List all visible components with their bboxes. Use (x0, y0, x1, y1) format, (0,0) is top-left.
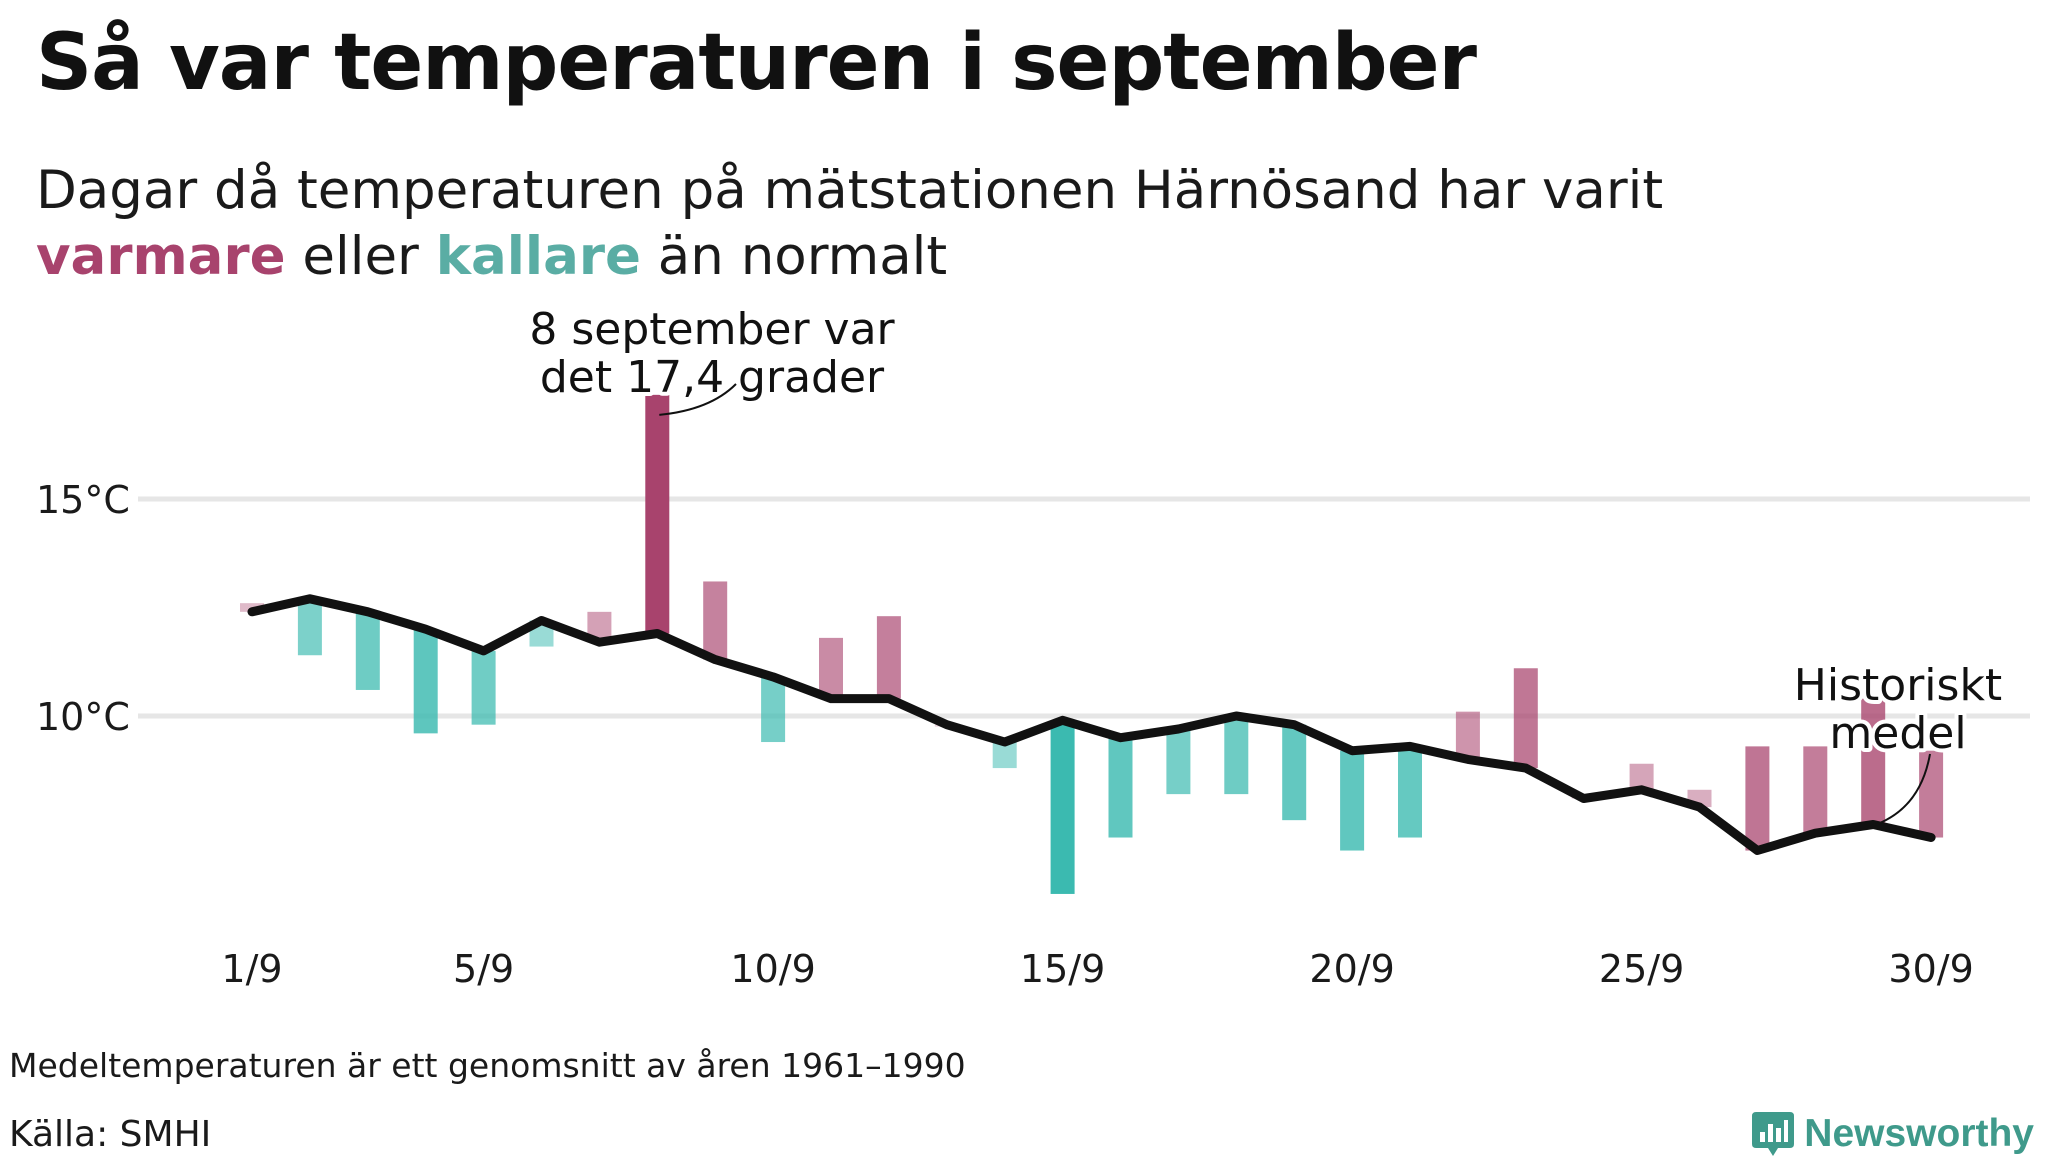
brand-name: Newsworthy (1804, 1112, 2034, 1155)
bar-day-17 (1166, 729, 1191, 795)
bar-day-4 (413, 629, 438, 734)
bar-day-22 (1455, 711, 1480, 760)
source-text: Källa: SMHI (9, 1114, 212, 1155)
y-tick-label: 10°C (36, 695, 130, 739)
x-tick-label: 5/9 (453, 947, 514, 991)
bar-day-18 (1224, 716, 1249, 795)
x-tick-label: 1/9 (221, 947, 282, 991)
bar-day-12 (876, 616, 901, 699)
bar-day-16 (1108, 737, 1133, 838)
x-tick-label: 30/9 (1888, 947, 1973, 991)
temperature-bars (240, 394, 1944, 894)
bar-day-8 (645, 394, 670, 634)
bar-day-11 (819, 637, 843, 699)
subtitle-end-word: än normalt (657, 226, 948, 287)
x-tick-label: 25/9 (1599, 947, 1684, 991)
subtitle-line-1: Dagar då temperaturen på mätstationen Hä… (36, 160, 1664, 221)
bar-day-2 (297, 598, 322, 656)
annotation-average-connector (1871, 753, 1931, 827)
average-line (247, 594, 1936, 855)
x-tick-label: 10/9 (730, 947, 815, 991)
bar-day-30 (1919, 750, 1944, 838)
bar-day-21 (1398, 746, 1422, 838)
annotation-peak-line-1: 8 september var (529, 304, 895, 355)
annotation-peak-line-2: det 17,4 grader (540, 352, 885, 403)
x-tick-label: 15/9 (1020, 947, 1105, 991)
bar-day-19 (1282, 724, 1307, 821)
subtitle-mid-word: eller (302, 226, 419, 287)
bar-day-15 (1050, 720, 1075, 894)
x-tick-label: 20/9 (1309, 947, 1394, 991)
legend-cold-label: kallare (435, 226, 641, 287)
annotation-average-line-2: medel (1829, 708, 1966, 759)
y-tick-label: 15°C (36, 478, 130, 522)
bar-day-10 (761, 676, 786, 743)
bar-day-23 (1513, 668, 1538, 769)
bar-day-29 (1861, 698, 1886, 825)
brand-logo: Newsworthy (1750, 1108, 2034, 1160)
bar-day-9 (703, 581, 728, 660)
newsworthy-logo-icon (1752, 1112, 1795, 1156)
footnote: Medeltemperaturen är ett genomsnitt av å… (9, 1046, 966, 1085)
annotation-peak-connector (659, 383, 737, 416)
bar-day-5 (471, 650, 496, 725)
bar-day-20 (1340, 750, 1365, 851)
average-line-group (247, 594, 1936, 855)
legend-warm-label: varmare (36, 226, 286, 287)
bar-day-28 (1803, 746, 1828, 834)
chart-subtitle: Dagar då temperaturen på mätstationen Hä… (36, 158, 1663, 290)
bar-day-3 (355, 611, 380, 690)
y-axis-ticks: 10°C 15°C (36, 478, 130, 739)
bar-day-27 (1745, 746, 1770, 851)
x-axis-ticks: 1/9 5/9 10/9 15/9 20/9 25/9 30/9 (221, 947, 1973, 991)
gridlines (138, 496, 2030, 719)
chart-title: Så var temperaturen i september (36, 18, 1477, 108)
annotation-average-line-1: Historiskt (1794, 660, 2002, 711)
